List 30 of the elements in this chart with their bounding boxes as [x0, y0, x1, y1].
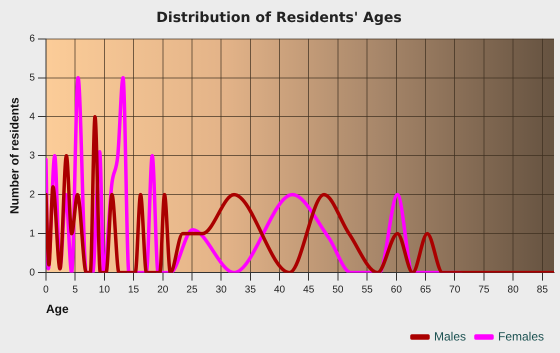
x-tick-label: 55: [362, 284, 374, 296]
y-tick-label: 0: [29, 267, 36, 278]
y-tick-label: 6: [29, 34, 36, 45]
x-tick-label: 30: [216, 284, 228, 296]
x-tick-label: 20: [157, 284, 169, 296]
x-tick-label: 85: [536, 284, 548, 296]
y-tick-label: 1: [29, 228, 36, 240]
x-tick-label: 70: [449, 284, 461, 296]
legend-label: Males: [434, 329, 466, 344]
y-tick-label: 5: [29, 72, 36, 84]
x-tick-label: 15: [128, 284, 140, 296]
x-axis-title: Age: [46, 302, 69, 316]
chart-title: Distribution of Residents' Ages: [156, 10, 402, 26]
x-tick-label: 80: [508, 284, 520, 296]
y-axis-title: Number of residents: [8, 97, 22, 214]
x-tick-label: 40: [274, 284, 286, 296]
y-tick-label: 4: [29, 111, 36, 122]
x-tick-label: 50: [332, 284, 344, 296]
x-tick-label: 60: [390, 284, 402, 296]
x-tick-label: 35: [244, 284, 256, 296]
x-tick-label: 75: [478, 284, 490, 296]
x-tick-label: 5: [72, 284, 78, 296]
y-tick-label: 2: [29, 189, 36, 200]
x-tick-label: 45: [303, 284, 315, 296]
y-tick-label: 3: [29, 150, 36, 162]
legend-label: Females: [498, 329, 544, 344]
x-tick-label: 0: [43, 284, 50, 296]
x-tick-label: 25: [186, 284, 198, 296]
x-tick-label: 65: [420, 284, 432, 296]
x-tick-label: 10: [98, 284, 110, 296]
